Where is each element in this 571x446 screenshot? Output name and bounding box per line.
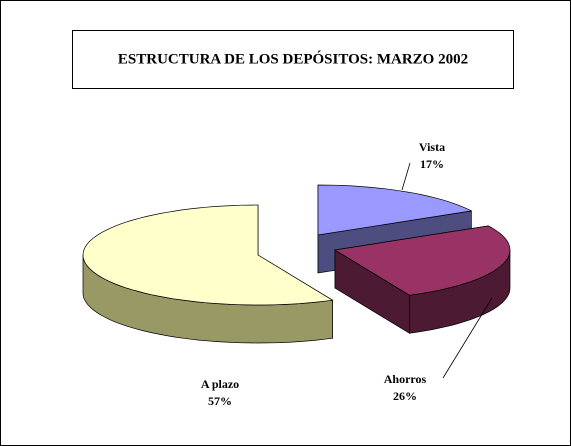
slice-label: Ahorros	[384, 372, 427, 386]
slice-label: Vista	[419, 140, 445, 154]
leader-line	[401, 162, 411, 191]
leader-line	[442, 297, 493, 379]
chart-title: ESTRUCTURA DE LOS DEPÓSITOS: MARZO 2002	[118, 50, 468, 67]
title-box	[72, 30, 514, 89]
slice	[334, 225, 511, 296]
slice-value-label: 26%	[393, 389, 417, 403]
slice-value-label: 57%	[208, 394, 232, 408]
slice	[82, 204, 334, 306]
pie	[82, 184, 511, 344]
slice-label: A plazo	[201, 377, 239, 391]
slice	[317, 184, 473, 236]
slice-value-label: 17%	[420, 157, 444, 171]
